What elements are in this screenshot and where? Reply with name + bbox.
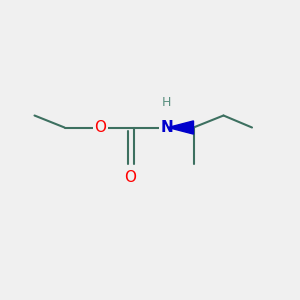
Text: O: O	[124, 169, 136, 184]
Text: N: N	[160, 120, 173, 135]
Text: H: H	[162, 95, 171, 109]
Polygon shape	[168, 121, 194, 134]
Text: O: O	[94, 120, 106, 135]
